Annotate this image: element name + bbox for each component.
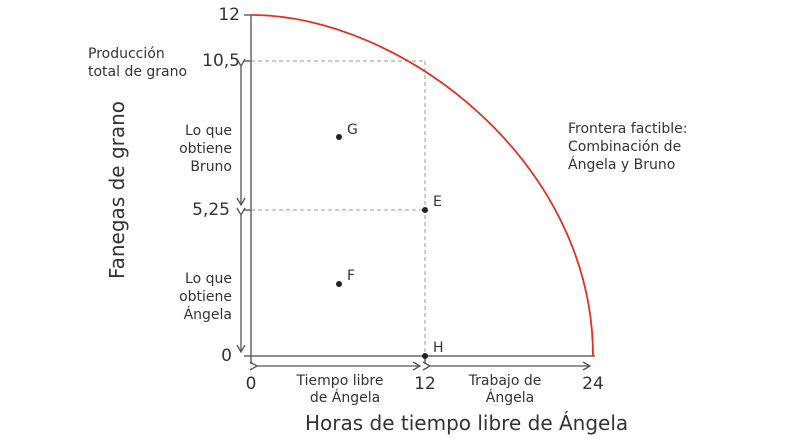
production-label-line1: Producción [88, 46, 165, 62]
y-tick-label-10-5: 10,5 [202, 51, 240, 71]
bruno-label-line1: Lo que [185, 123, 232, 139]
angela-label-line2: obtiene [179, 289, 232, 305]
x-tick-label-24: 24 [582, 374, 604, 394]
feasible-frontier-curve [250, 14, 594, 357]
bruno-label-line2: obtiene [179, 141, 232, 157]
point-g-label: G [347, 122, 358, 138]
frontier-label-line1: Frontera factible: [568, 121, 688, 137]
point-h-label: H [433, 340, 444, 356]
angela-label-line1: Lo que [185, 271, 232, 287]
free-time-label-line1: Tiempo libre [296, 373, 384, 389]
x-tick-label-0: 0 [245, 374, 257, 394]
x-tick-label-12: 12 [414, 374, 436, 394]
y-tick-label-0: 0 [221, 346, 232, 366]
point-f-label: F [347, 268, 356, 284]
point-e-label: E [433, 194, 442, 210]
point-h-dot [422, 353, 428, 359]
frontier-label-line2: Combinación de [568, 139, 682, 155]
free-time-label-line2: de Ángela [309, 390, 381, 406]
y-axis-title: Fanegas de grano [105, 100, 129, 280]
point-f-dot [336, 281, 342, 287]
x-axis-title: Horas de tiempo libre de Ángela [305, 411, 629, 435]
point-g-dot [336, 134, 342, 140]
bruno-label-line3: Bruno [190, 159, 232, 175]
y-tick-label-12: 12 [218, 5, 240, 25]
y-tick-label-5-25: 5,25 [192, 200, 230, 220]
work-label-line1: Trabajo de [468, 373, 542, 389]
production-label-line2: total de grano [88, 64, 188, 80]
angela-label-line3: Ángela [183, 307, 232, 323]
frontier-label-line3: Ángela y Bruno [568, 157, 676, 173]
point-e-dot [422, 207, 428, 213]
work-label-line2: Ángela [485, 390, 535, 406]
